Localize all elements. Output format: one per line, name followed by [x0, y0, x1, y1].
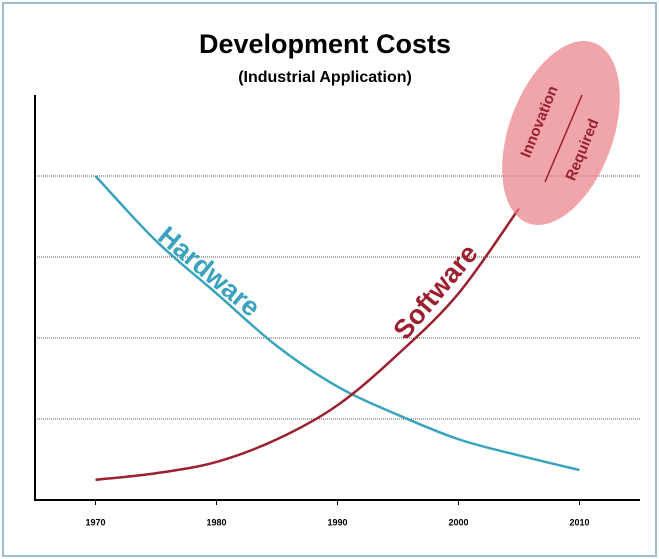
divider — [544, 94, 583, 183]
lines — [94, 175, 580, 481]
chart-subtitle: (Industrial Application) — [238, 69, 412, 86]
x-tick-label: 2000 — [448, 517, 468, 527]
x-tick-label: 1970 — [85, 517, 105, 527]
innovation-ellipse — [502, 41, 620, 225]
x-tick-label: 1980 — [206, 517, 226, 527]
series-line — [95, 207, 521, 481]
x-tick-label: 2010 — [569, 517, 589, 527]
grid — [35, 175, 640, 420]
series-line — [94, 175, 580, 472]
chart-title: Development Costs — [199, 29, 451, 59]
x-tick-label: 1990 — [327, 517, 347, 527]
